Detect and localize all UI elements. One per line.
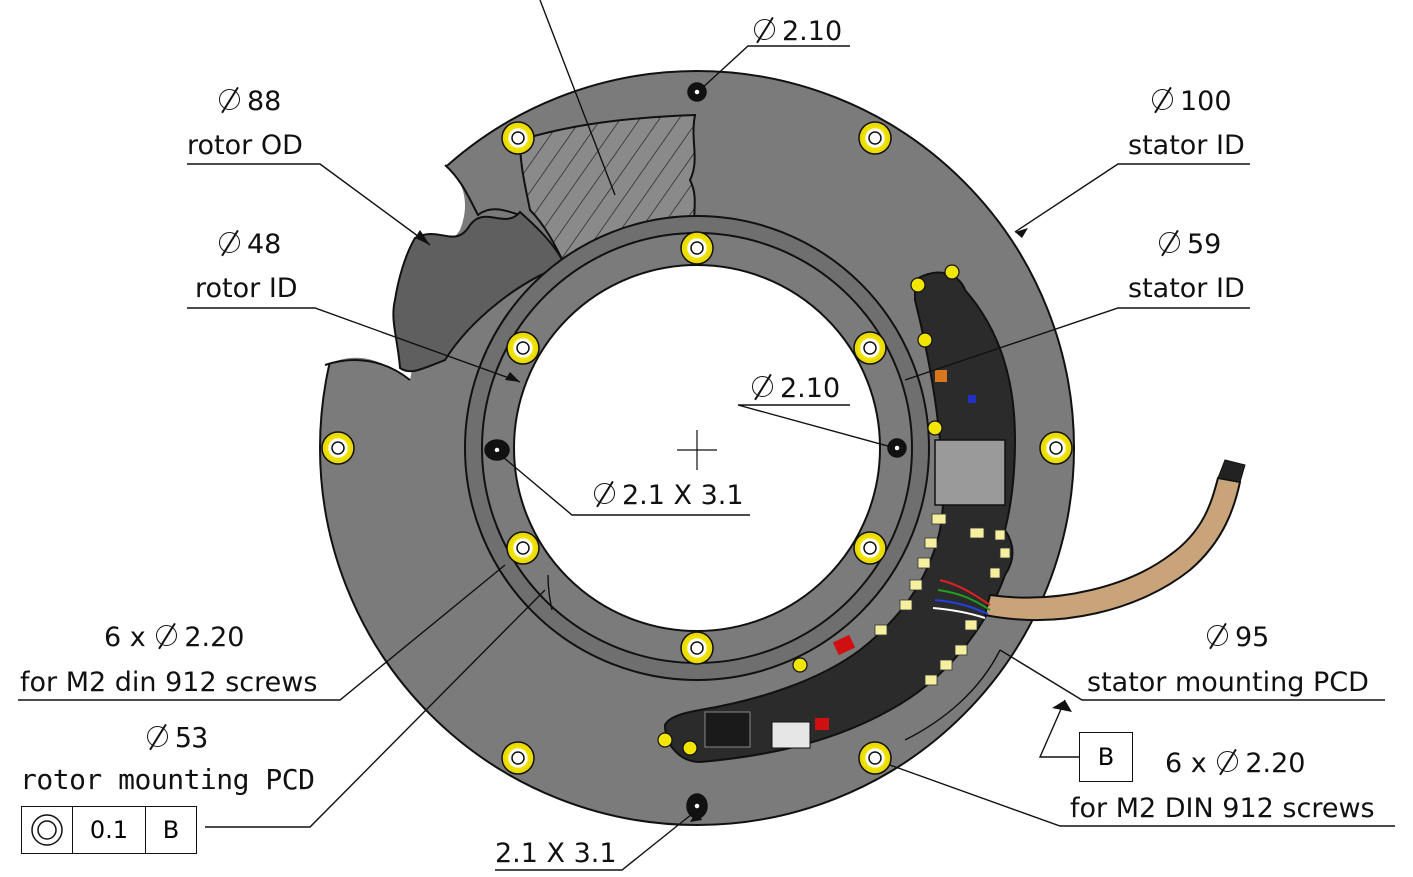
- diameter-icon: [1215, 749, 1241, 775]
- dim-rotor-id: 48: [217, 229, 281, 261]
- screw-icon: [858, 121, 892, 155]
- feature-control-frame: 0.1 B: [21, 806, 197, 854]
- diameter-icon: [750, 374, 776, 400]
- screw-icon: [680, 631, 714, 665]
- dim-rotor-screws-label: for M2 din 912 screws: [20, 667, 318, 698]
- pcb-board: [663, 271, 1017, 764]
- dim-stator-id-value: 59: [1187, 229, 1222, 260]
- cable-colored-wires: [932, 579, 991, 619]
- diameter-icon: [1157, 230, 1183, 256]
- dim-top-hole-value: 2.10: [782, 16, 843, 47]
- dim-stator-od-label: stator ID: [1128, 130, 1245, 161]
- pcd-arc-rotor: [547, 574, 553, 611]
- diameter-icon: [145, 724, 171, 750]
- dim-stator-screws-count: 6 x: [1165, 748, 1207, 779]
- screw-icon: [853, 531, 887, 565]
- leader-lines: [18, 0, 1395, 871]
- pcb-button: [771, 721, 811, 749]
- dim-stator-screws-value: 2.20: [1245, 748, 1306, 779]
- dim-stator-pcd-value: 95: [1235, 622, 1270, 653]
- dim-right-hole: 2.10: [750, 373, 840, 405]
- dim-slot: 2.1 X 3.1: [592, 480, 744, 512]
- dim-right-hole-value: 2.10: [780, 373, 841, 404]
- dim-stator-screws: 6 x 2.20: [1165, 748, 1305, 780]
- dim-stator-od: 100: [1150, 86, 1232, 118]
- dim-rotor-id-value: 48: [247, 229, 282, 260]
- tolerance-value: 0.1: [73, 807, 146, 853]
- rotor-wave-strip: [392, 210, 567, 373]
- dim-stator-pcd-label: stator mounting PCD: [1087, 667, 1369, 698]
- dim-stator-pcd: 95: [1205, 622, 1269, 654]
- dim-rotor-pcd-label: rotor mounting PCD: [20, 763, 315, 796]
- pcb-mount-holes: [657, 264, 960, 756]
- dim-rotor-screws-count: 6 x: [104, 622, 146, 653]
- dim-stator-id-label: stator ID: [1128, 273, 1245, 304]
- dim-bottom-slot: 2.1 X 3.1: [495, 838, 617, 869]
- pcb-chip-square: [934, 439, 1006, 506]
- pcb-chip-qfp: [704, 711, 751, 748]
- screw-icon: [1039, 431, 1073, 465]
- diameter-icon: [154, 623, 180, 649]
- stator-screws: [321, 121, 1073, 775]
- rotor-screws: [506, 231, 887, 665]
- datum-label: B: [1079, 732, 1133, 782]
- diameter-icon: [752, 17, 778, 43]
- diameter-icon: [217, 230, 243, 256]
- screw-icon: [501, 121, 535, 155]
- dim-rotor-id-label: rotor ID: [195, 273, 298, 304]
- pcb-red-component: [832, 634, 856, 656]
- concentricity-icon: [22, 807, 73, 853]
- screw-icon: [853, 331, 887, 365]
- pcb-blue-component: [968, 395, 976, 403]
- dim-rotor-pcd: 53: [145, 722, 208, 754]
- dim-slot-value: 2.1 X 3.1: [622, 480, 744, 511]
- dim-stator-od-value: 100: [1180, 86, 1232, 117]
- cable-wires: [1217, 459, 1246, 483]
- screw-icon: [506, 531, 540, 565]
- cutaway-edge-top: [444, 164, 521, 217]
- dim-rotor-od-value: 88: [247, 86, 282, 117]
- dim-stator-screws-label: for M2 DIN 912 screws: [1070, 793, 1375, 824]
- dim-rotor-screws: 6 x 2.20: [104, 622, 244, 654]
- center-mark: [677, 430, 717, 470]
- cutaway-edge: [324, 359, 411, 381]
- dim-rotor-od-label: rotor OD: [187, 130, 303, 161]
- arrowheads: [415, 228, 1072, 822]
- screw-icon: [501, 741, 535, 775]
- screw-icon: [680, 231, 714, 265]
- diameter-icon: [592, 481, 618, 507]
- pcb-red-component-2: [815, 718, 829, 730]
- diameter-icon: [217, 87, 243, 113]
- dim-top-hole: 2.10: [752, 16, 842, 48]
- dim-stator-id: 59: [1157, 229, 1221, 261]
- screw-icon: [506, 331, 540, 365]
- screw-icon: [321, 431, 355, 465]
- pcb-pads: [874, 513, 1011, 686]
- cutaway-region: [300, 165, 465, 440]
- pcb-orange-component: [935, 370, 947, 382]
- screw-icon: [858, 741, 892, 775]
- diameter-icon: [1205, 623, 1231, 649]
- tolerance-datum: B: [162, 816, 180, 844]
- dim-rotor-pcd-value: 53: [175, 721, 208, 754]
- pcd-arc-stator: [904, 649, 1001, 741]
- diameter-icon: [1150, 87, 1176, 113]
- dim-rotor-screws-value: 2.20: [184, 622, 245, 653]
- dim-rotor-od: 88: [217, 86, 281, 118]
